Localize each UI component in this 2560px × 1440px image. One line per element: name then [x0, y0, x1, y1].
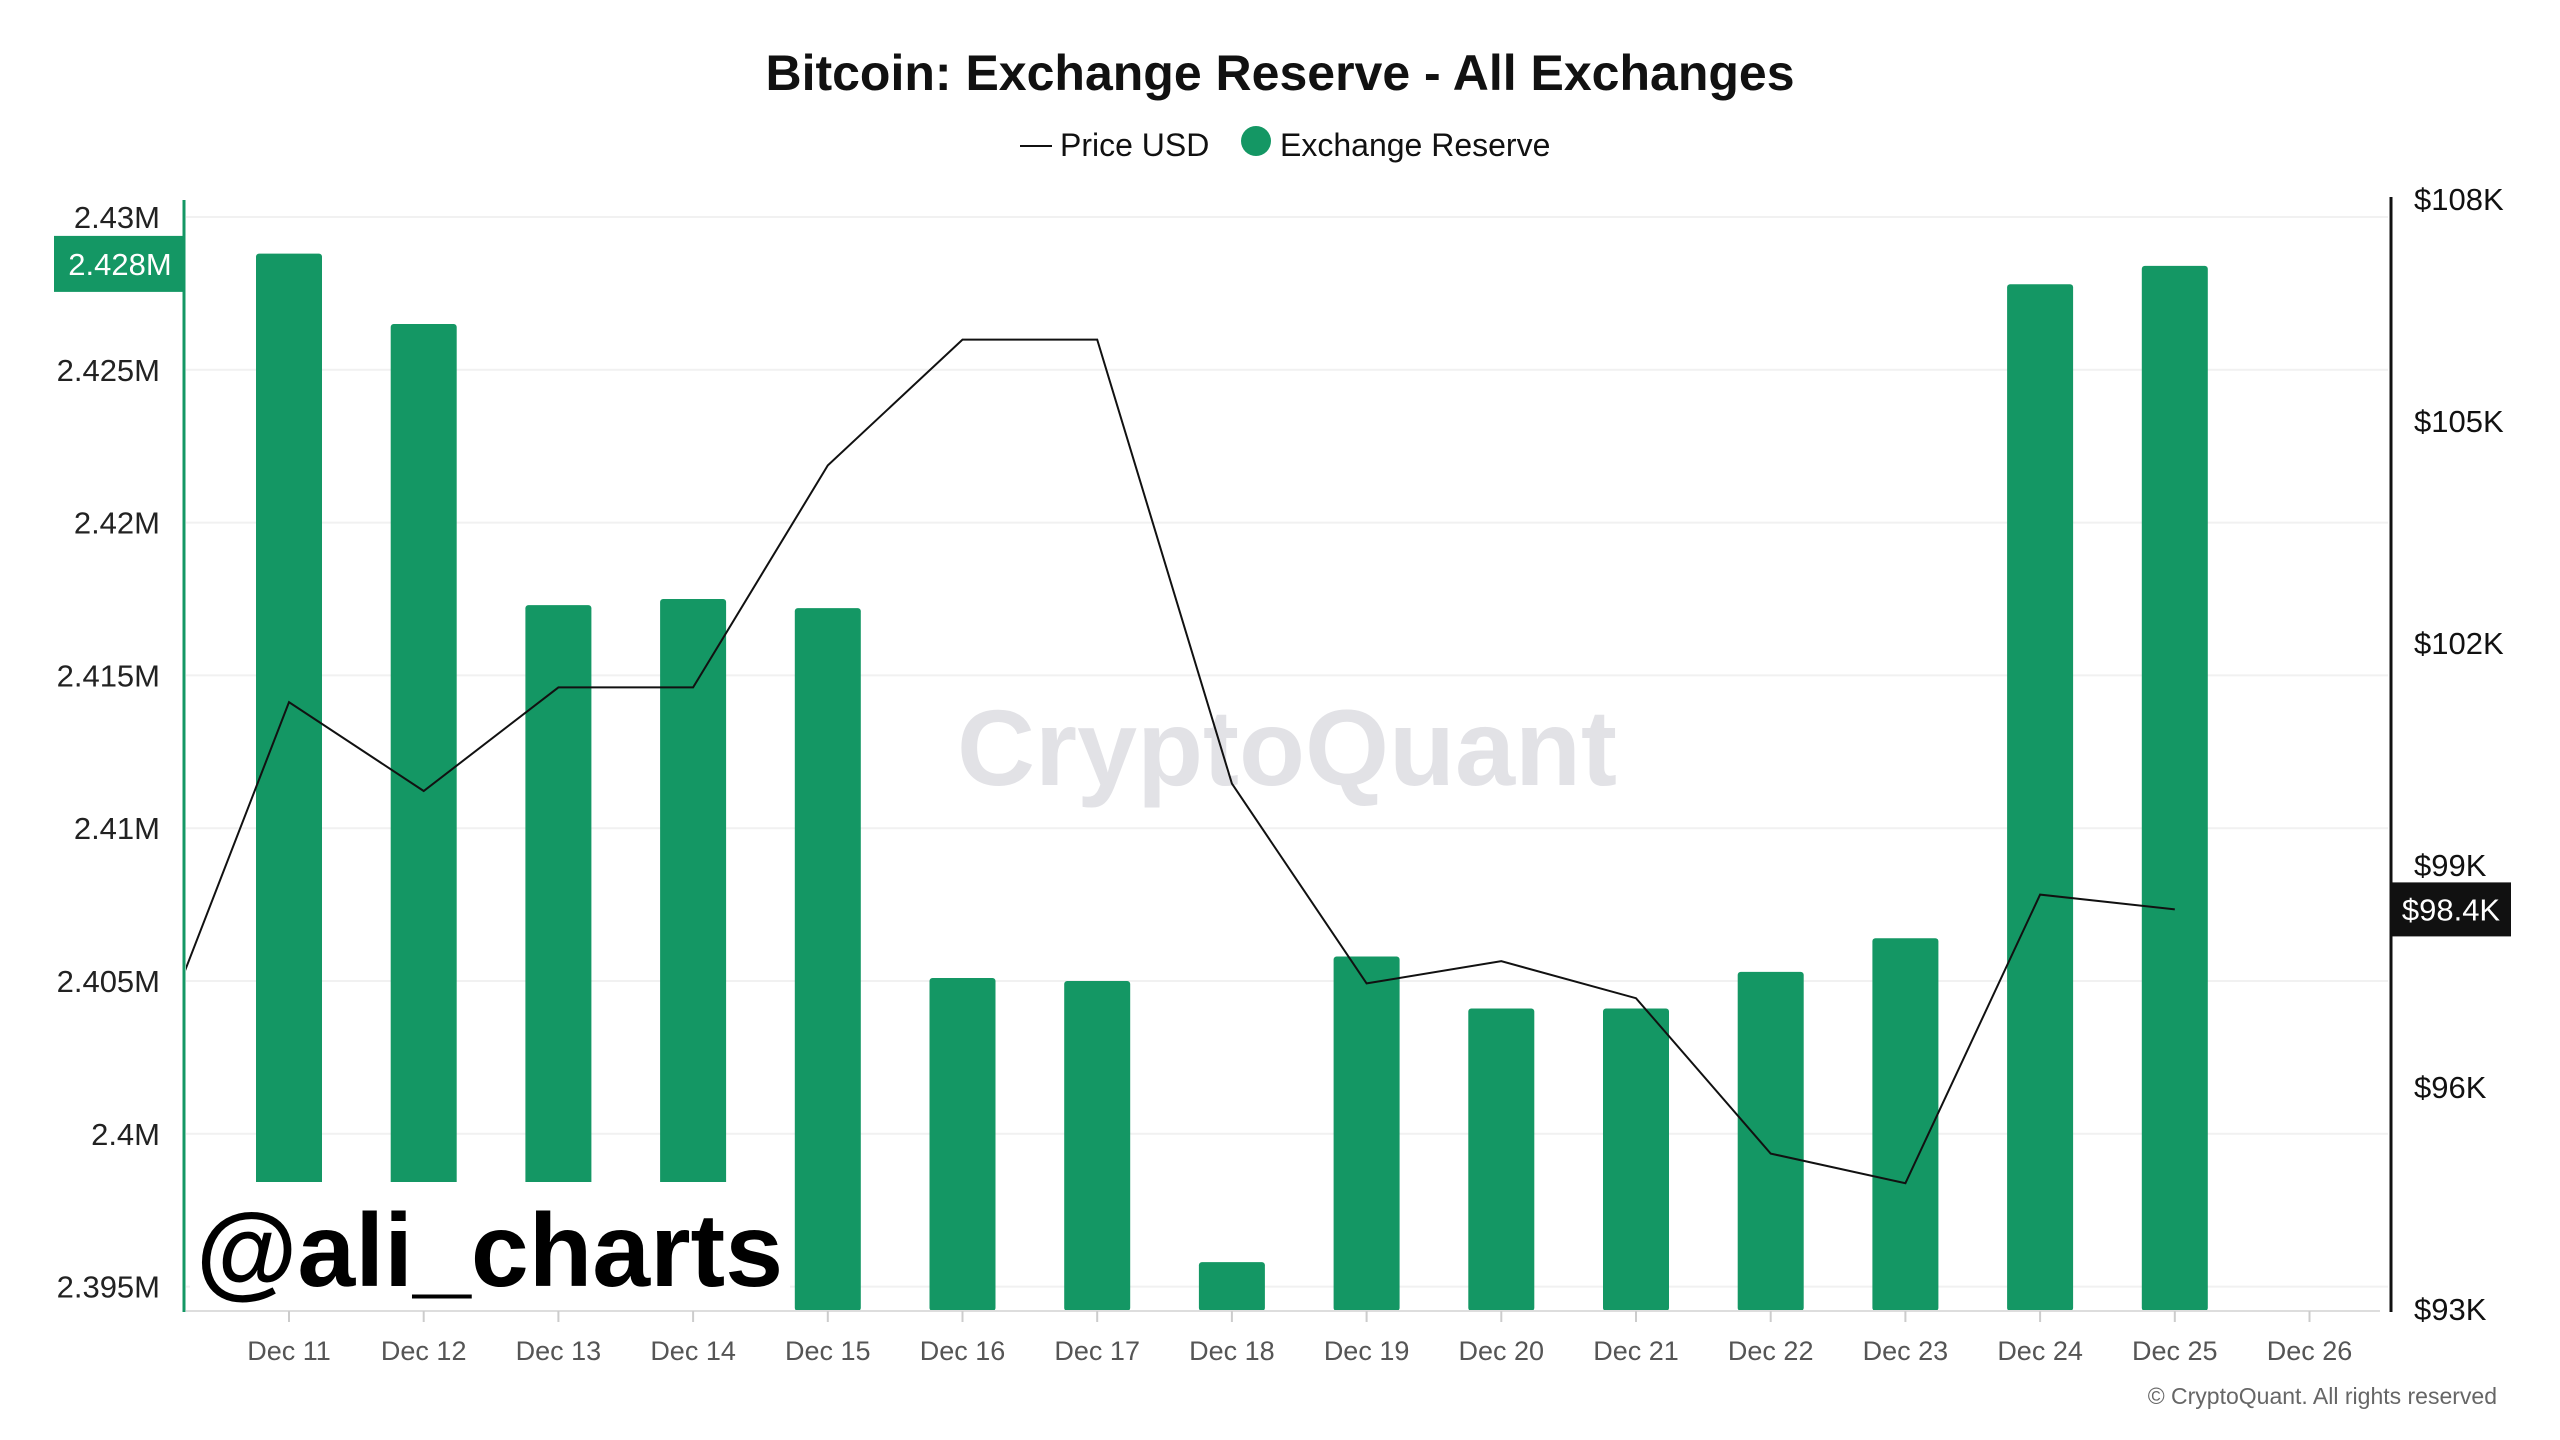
- reserve-bar: [1064, 981, 1131, 1312]
- handle-overlay: @ali_charts: [190, 1182, 790, 1310]
- copyright-text: © CryptoQuant. All rights reserved: [2148, 1383, 2497, 1409]
- x-tick-label: Dec 16: [920, 1336, 1006, 1366]
- x-tick-label: Dec 17: [1054, 1336, 1140, 1366]
- left-tick-label: 2.395M: [57, 1270, 160, 1305]
- x-tick-label: Dec 25: [2132, 1336, 2218, 1366]
- reserve-bar: [1737, 971, 1804, 1312]
- x-tick-label: Dec 14: [650, 1336, 736, 1366]
- reserve-bar: [2007, 284, 2074, 1312]
- reserve-bar: [660, 599, 727, 1312]
- left-tick-label: 2.43M: [74, 200, 160, 235]
- reserve-bar: [256, 253, 322, 1312]
- x-tick-label: Dec 24: [1997, 1336, 2083, 1366]
- x-tick-label: Dec 23: [1863, 1336, 1949, 1366]
- watermark-logo: CryptoQuant: [957, 687, 1617, 808]
- right-axis-ticks: $108K $105K $102K $99K $96K $93K: [2414, 182, 2504, 1327]
- x-tick-label: Dec 26: [2267, 1336, 2353, 1366]
- x-tick-label: Dec 18: [1189, 1336, 1275, 1366]
- legend-reserve-label: Exchange Reserve: [1280, 127, 1550, 163]
- left-tick-label: 2.42M: [74, 506, 160, 541]
- legend-price-label: Price USD: [1060, 127, 1209, 163]
- reserve-bar: [1603, 1008, 1669, 1312]
- handle-text: @ali_charts: [196, 1193, 783, 1309]
- right-current-value-badge: $98.4K: [2392, 882, 2511, 937]
- reserve-bar: [525, 605, 592, 1312]
- price-usd-line: [186, 338, 2175, 1185]
- reserve-bar: [929, 977, 996, 1312]
- left-current-value-badge: 2.428M: [54, 235, 184, 292]
- left-current-value-label: 2.428M: [68, 247, 171, 282]
- x-tick-label: Dec 21: [1593, 1336, 1679, 1366]
- left-axis-ticks: 2.43M 2.425M 2.42M 2.415M 2.41M 2.405M 2.4M 2.3…: [57, 200, 160, 1305]
- right-current-value-label: $98.4K: [2402, 892, 2501, 927]
- reserve-bar: [1468, 1008, 1535, 1312]
- reserve-bar: [794, 608, 861, 1312]
- left-tick-label: 2.425M: [57, 353, 160, 388]
- left-tick-label: 2.415M: [57, 658, 160, 693]
- x-tick-label: Dec 12: [381, 1336, 467, 1366]
- x-tick-label: Dec 13: [516, 1336, 602, 1366]
- reserve-bar: [1333, 956, 1400, 1312]
- x-tick-label: Dec 22: [1728, 1336, 1814, 1366]
- reserve-bar: [1872, 938, 1939, 1312]
- left-tick-label: 2.41M: [74, 811, 160, 846]
- x-axis-ticks: Dec 11 Dec 12 Dec 13 Dec 14 Dec 15 Dec 16 Dec …: [247, 1311, 2352, 1366]
- x-tick-label: Dec 11: [247, 1336, 331, 1366]
- right-tick-label: $93K: [2414, 1292, 2487, 1327]
- left-tick-label: 2.4M: [91, 1117, 160, 1152]
- legend: Price USD Exchange Reserve: [1020, 126, 1550, 163]
- legend-reserve-dot-icon: [1241, 126, 1271, 156]
- chart-title: Bitcoin: Exchange Reserve - All Exchange…: [765, 45, 1794, 101]
- reserve-bar: [1198, 1262, 1265, 1312]
- reserve-bar: [390, 323, 457, 1312]
- right-tick-label: $108K: [2414, 182, 2504, 217]
- right-tick-label: $102K: [2414, 626, 2504, 661]
- x-tick-label: Dec 20: [1459, 1336, 1545, 1366]
- x-tick-label: Dec 19: [1324, 1336, 1410, 1366]
- right-tick-label: $99K: [2414, 848, 2487, 883]
- right-tick-label: $105K: [2414, 404, 2504, 439]
- reserve-bar: [2141, 265, 2208, 1312]
- right-tick-label: $96K: [2414, 1070, 2487, 1105]
- x-tick-label: Dec 15: [785, 1336, 871, 1366]
- bars: [256, 253, 2208, 1312]
- left-tick-label: 2.405M: [57, 964, 160, 999]
